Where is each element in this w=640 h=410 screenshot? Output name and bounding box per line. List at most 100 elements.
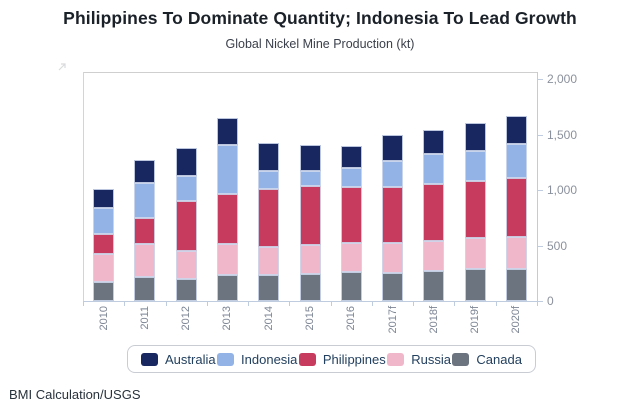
y-axis-label-0: 0: [547, 294, 554, 308]
y-axis-tick: [538, 301, 543, 302]
bar-segment-russia-2018f[interactable]: [423, 241, 445, 272]
bar-segment-philippines-2012[interactable]: [175, 201, 197, 251]
x-axis-label-2011: 2011: [138, 306, 151, 330]
bar-segment-indonesia-2012[interactable]: [175, 175, 197, 202]
bar-segment-canada-2018f[interactable]: [423, 271, 445, 301]
legend-label-australia: Australia: [165, 351, 216, 367]
y-axis-label-500: 500: [547, 238, 568, 253]
bar-segment-canada-2011[interactable]: [134, 276, 156, 301]
x-axis-tick: [206, 302, 208, 306]
y-axis-tick: [538, 134, 543, 136]
x-axis-tick: [413, 302, 415, 306]
bar-segment-canada-2010[interactable]: [93, 282, 115, 301]
bar-segment-australia-2014[interactable]: [258, 143, 280, 171]
export-arrow-icon[interactable]: [56, 60, 68, 72]
x-axis-label-2016: 2016: [345, 306, 358, 331]
bar-segment-australia-2011[interactable]: [134, 160, 156, 184]
x-axis-label-2017f: 2017f: [386, 306, 399, 334]
bar-segment-australia-2012[interactable]: [175, 148, 197, 176]
bar-segment-russia-2020f[interactable]: [505, 236, 527, 269]
bar-segment-indonesia-2019f[interactable]: [464, 150, 486, 181]
bar-segment-indonesia-2018f[interactable]: [423, 154, 445, 185]
bar-segment-canada-2020f[interactable]: [505, 268, 527, 301]
legend-item-russia[interactable]: Russia: [387, 352, 451, 367]
bar-segment-australia-2017f[interactable]: [382, 134, 404, 162]
bar-segment-indonesia-2020f[interactable]: [505, 144, 527, 178]
bar-2019f[interactable]: [464, 122, 486, 301]
bar-segment-canada-2016[interactable]: [340, 271, 362, 301]
bar-segment-indonesia-2014[interactable]: [258, 170, 280, 189]
legend-swatch-canada: [452, 352, 470, 366]
bar-2012[interactable]: [175, 148, 197, 301]
bar-2017f[interactable]: [382, 134, 404, 301]
bar-segment-australia-2015[interactable]: [299, 145, 321, 172]
bar-segment-philippines-2018f[interactable]: [423, 184, 445, 242]
bar-segment-canada-2014[interactable]: [258, 274, 280, 301]
bar-segment-philippines-2019f[interactable]: [464, 180, 486, 239]
bar-segment-philippines-2013[interactable]: [216, 194, 238, 245]
bar-2018f[interactable]: [423, 129, 445, 301]
bar-2011[interactable]: [134, 160, 156, 301]
y-axis-tick: [538, 190, 543, 191]
bar-segment-indonesia-2016[interactable]: [340, 168, 362, 188]
bar-segment-canada-2019f[interactable]: [464, 269, 486, 301]
bar-2013[interactable]: [216, 118, 238, 301]
x-axis-label-2020f: 2020f: [510, 306, 523, 334]
legend-item-canada[interactable]: Canada: [452, 352, 522, 367]
bar-segment-canada-2013[interactable]: [216, 274, 238, 301]
bar-segment-australia-2020f[interactable]: [505, 116, 527, 145]
bar-segment-australia-2019f[interactable]: [464, 122, 486, 151]
legend-item-philippines[interactable]: Philippines: [298, 352, 386, 367]
x-axis-tick: [248, 302, 250, 306]
y-axis-label-1500: 1,500: [547, 127, 578, 142]
bar-segment-philippines-2015[interactable]: [299, 185, 321, 245]
y-axis-tick: [538, 79, 543, 80]
bar-segment-philippines-2020f[interactable]: [505, 177, 527, 237]
legend-item-australia[interactable]: Australia: [141, 352, 216, 367]
bar-segment-indonesia-2015[interactable]: [299, 171, 321, 186]
bar-segment-russia-2014[interactable]: [258, 247, 280, 275]
plot-border-left: [83, 72, 84, 301]
y-axis-tick: [538, 245, 543, 247]
bar-segment-indonesia-2011[interactable]: [134, 183, 156, 219]
bar-2015[interactable]: [299, 145, 321, 301]
bar-segment-philippines-2010[interactable]: [93, 234, 115, 254]
bar-segment-australia-2013[interactable]: [216, 118, 238, 145]
x-axis-label-2019f: 2019f: [469, 306, 482, 334]
bar-segment-russia-2019f[interactable]: [464, 238, 486, 270]
y-axis-line: [537, 72, 538, 302]
bar-segment-philippines-2011[interactable]: [134, 218, 156, 245]
y-axis-label-2000: 2,000: [547, 72, 578, 86]
bar-2020f[interactable]: [505, 116, 527, 301]
bar-segment-indonesia-2013[interactable]: [216, 144, 238, 195]
bar-segment-russia-2010[interactable]: [93, 253, 115, 283]
bar-segment-philippines-2016[interactable]: [340, 187, 362, 244]
bar-segment-canada-2017f[interactable]: [382, 272, 404, 301]
x-axis-tick: [495, 302, 497, 306]
bar-2014[interactable]: [258, 143, 280, 301]
bar-2016[interactable]: [340, 146, 362, 301]
bar-segment-philippines-2014[interactable]: [258, 188, 280, 248]
x-axis-tick: [371, 302, 373, 306]
bar-segment-canada-2015[interactable]: [299, 273, 321, 301]
legend-label-indonesia: Indonesia: [241, 351, 298, 367]
chart-legend: Australia Indonesia Philippines Russia Canad…: [127, 345, 536, 373]
bar-segment-russia-2012[interactable]: [175, 250, 197, 279]
plot-border-top: [83, 72, 537, 73]
x-axis-label-2015: 2015: [304, 306, 316, 331]
bar-segment-australia-2018f[interactable]: [423, 129, 445, 155]
bar-segment-russia-2017f[interactable]: [382, 243, 404, 273]
bar-segment-australia-2010[interactable]: [93, 188, 115, 208]
bar-segment-russia-2016[interactable]: [340, 243, 362, 272]
bar-segment-russia-2011[interactable]: [134, 244, 156, 277]
bar-segment-philippines-2017f[interactable]: [382, 187, 404, 244]
bar-segment-russia-2015[interactable]: [299, 244, 321, 274]
bar-segment-russia-2013[interactable]: [216, 244, 238, 275]
bar-segment-indonesia-2017f[interactable]: [382, 161, 404, 188]
bar-2010[interactable]: [93, 188, 115, 301]
bar-segment-canada-2012[interactable]: [175, 278, 197, 301]
bar-segment-australia-2016[interactable]: [340, 146, 362, 169]
bar-segment-indonesia-2010[interactable]: [93, 207, 115, 235]
legend-item-indonesia[interactable]: Indonesia: [217, 352, 297, 367]
